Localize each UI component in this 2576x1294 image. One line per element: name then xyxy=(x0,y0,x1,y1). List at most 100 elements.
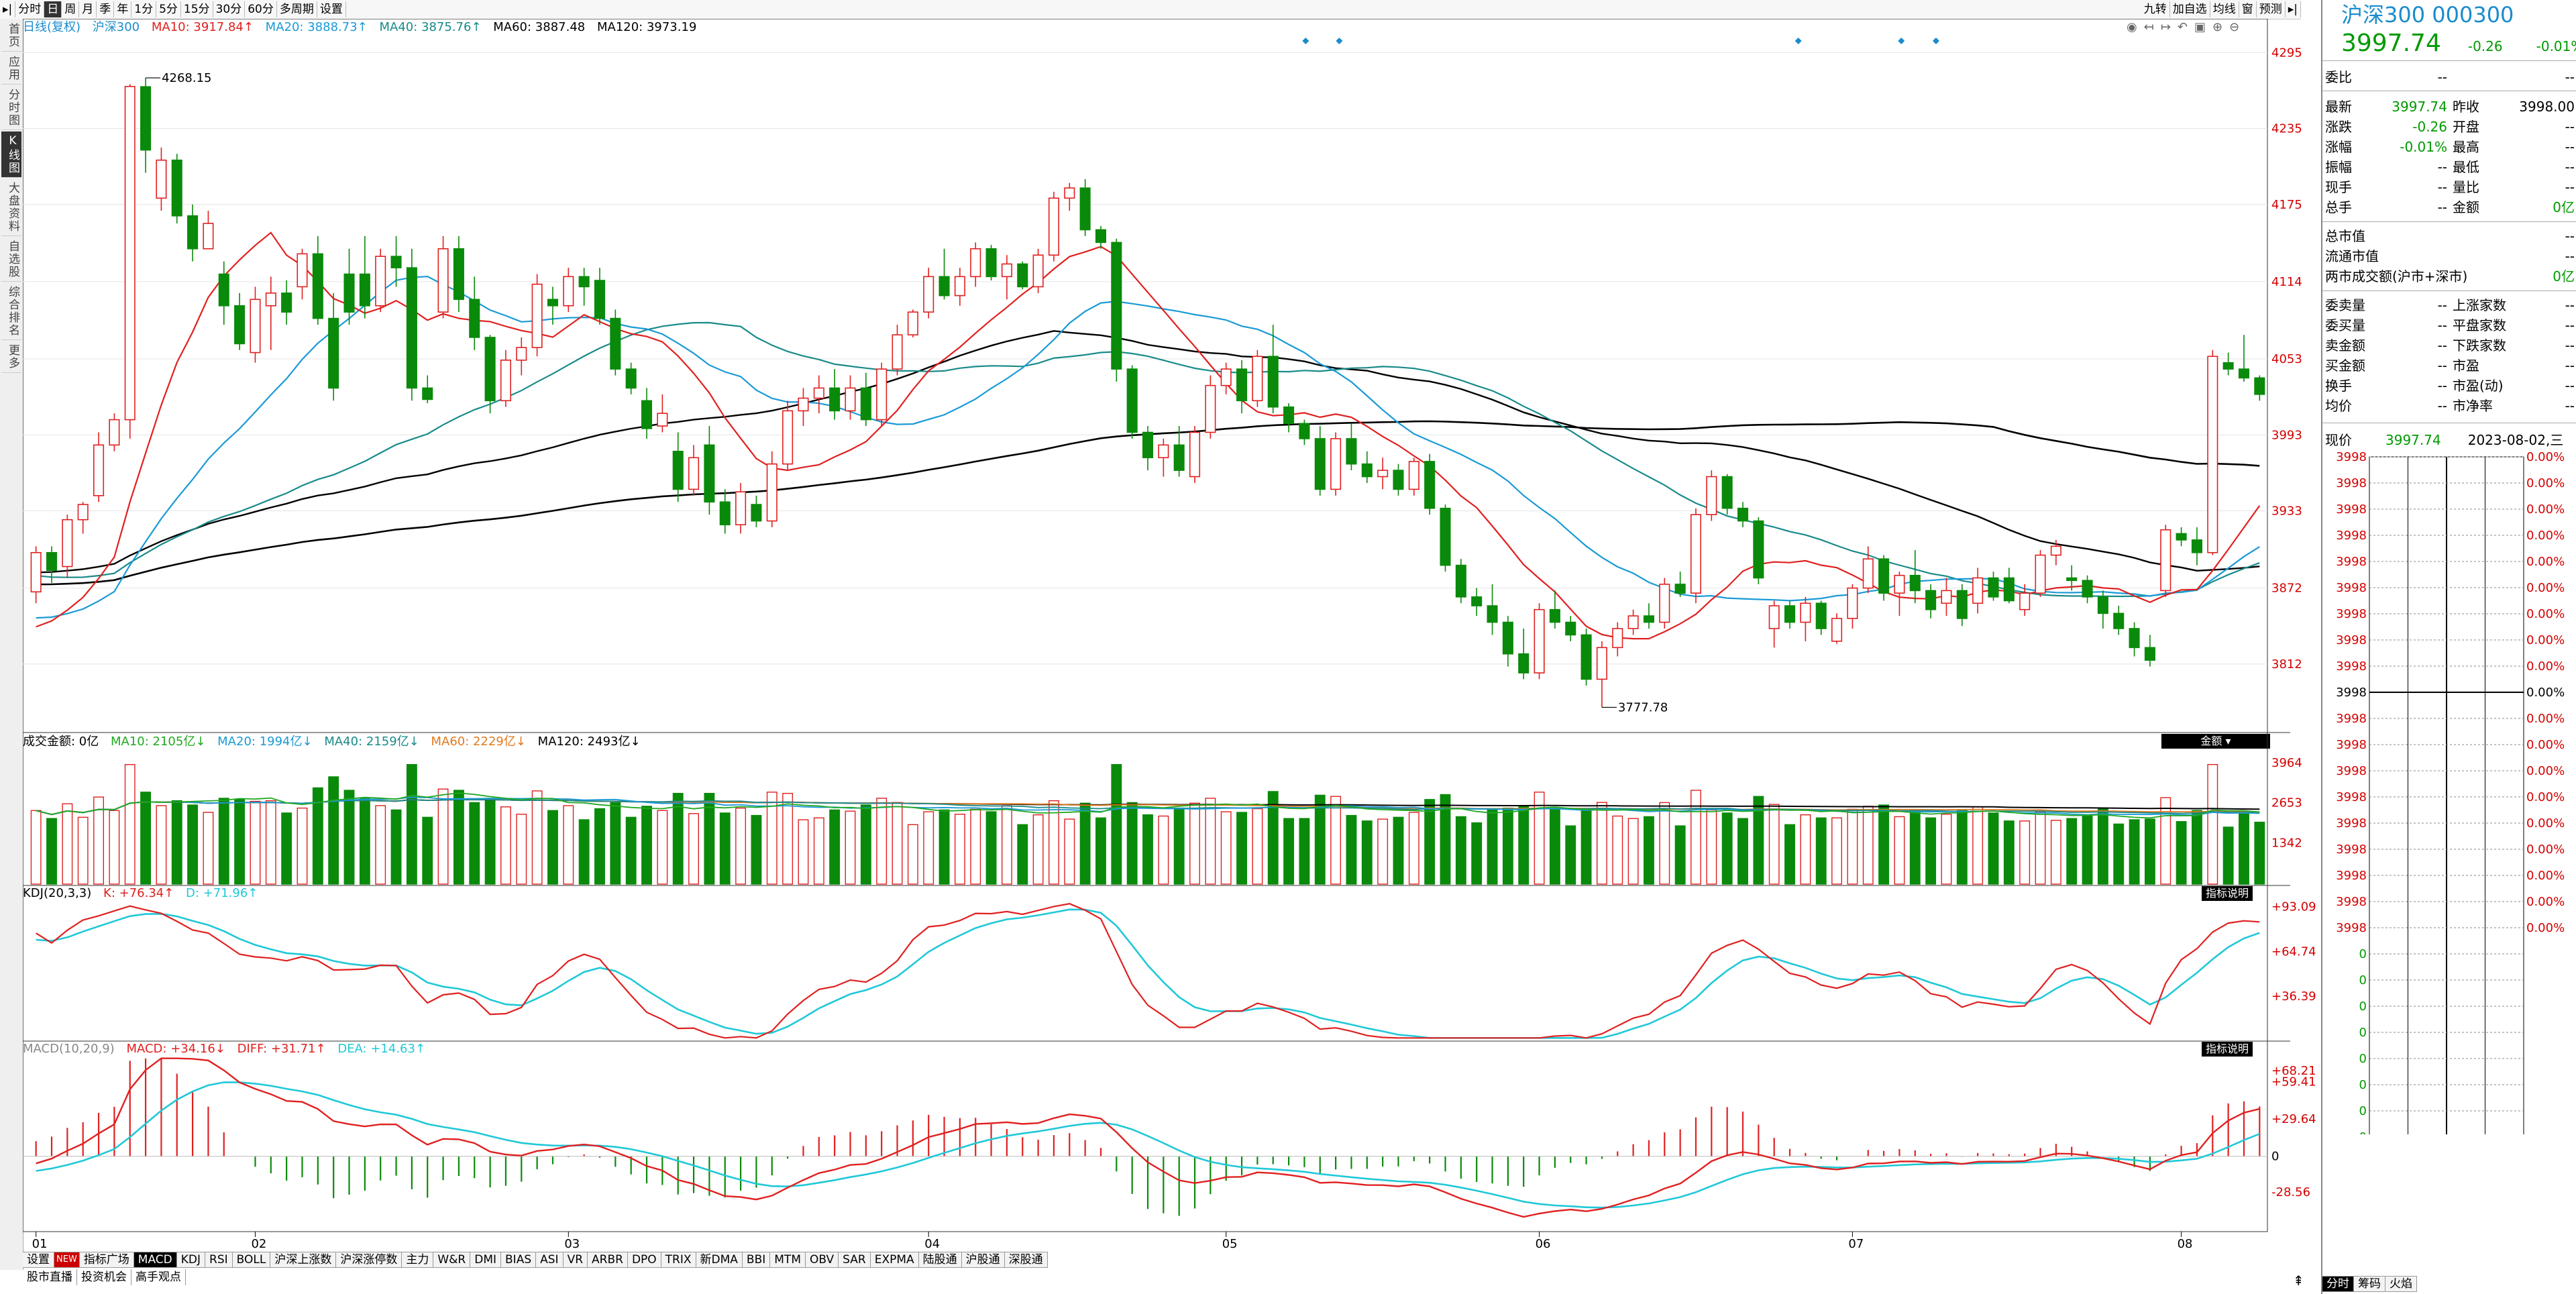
candle-body[interactable] xyxy=(845,387,856,412)
candle-body[interactable] xyxy=(93,444,105,496)
indicator-tab-11[interactable]: DMI xyxy=(470,1252,502,1268)
candle-body[interactable] xyxy=(140,86,152,151)
period-tab-9[interactable]: 30分 xyxy=(213,1,246,17)
candle-body[interactable] xyxy=(171,159,182,217)
candle-body[interactable] xyxy=(2050,545,2061,556)
candle-body[interactable] xyxy=(328,317,339,389)
candle-body[interactable] xyxy=(1252,356,1263,402)
toolbar-first-icon[interactable]: ▸| xyxy=(0,1,16,17)
candle-body[interactable] xyxy=(469,299,480,338)
candle-body[interactable] xyxy=(938,276,950,296)
volume-bar[interactable] xyxy=(876,798,888,885)
candle-body[interactable] xyxy=(1894,574,1905,594)
indicator-tab-23[interactable]: EXPMA xyxy=(870,1252,919,1268)
candle-body[interactable] xyxy=(1487,605,1498,623)
period-tab-1[interactable]: 日 xyxy=(44,1,62,17)
volume-bar[interactable] xyxy=(1205,798,1216,885)
volume-bar[interactable] xyxy=(1706,809,1717,885)
volume-bar[interactable] xyxy=(1534,792,1545,885)
volume-bar[interactable] xyxy=(218,798,229,885)
volume-bar[interactable] xyxy=(1972,806,1984,885)
volume-bar[interactable] xyxy=(1424,799,1436,885)
volume-bar[interactable] xyxy=(1314,794,1326,885)
sidebar-item-2[interactable]: 分时图 xyxy=(1,86,21,130)
candle-body[interactable] xyxy=(1925,590,1937,610)
indicator-tab-5[interactable]: RSI xyxy=(205,1252,233,1268)
volume-bar[interactable] xyxy=(140,792,152,885)
candle-body[interactable] xyxy=(1831,618,1843,642)
volume-bar[interactable] xyxy=(923,811,934,885)
volume-amount-dropdown[interactable]: 金额 ▾ xyxy=(2161,734,2270,749)
candle-body[interactable] xyxy=(1126,368,1138,433)
indicator-tab-14[interactable]: VR xyxy=(563,1252,588,1268)
volume-bar[interactable] xyxy=(2082,814,2093,885)
candle-body[interactable] xyxy=(2160,529,2171,592)
volume-bar[interactable] xyxy=(2129,819,2140,885)
indicator-tab-9[interactable]: 主力 xyxy=(402,1252,434,1268)
volume-bar[interactable] xyxy=(829,809,841,885)
indicator-tab-22[interactable]: SAR xyxy=(839,1252,871,1268)
candle-body[interactable] xyxy=(2254,377,2265,395)
volume-bar[interactable] xyxy=(578,819,590,885)
volume-bar[interactable] xyxy=(892,802,903,885)
candle-body[interactable] xyxy=(1580,634,1592,680)
candle-body[interactable] xyxy=(1784,605,1796,623)
volume-bar[interactable] xyxy=(657,810,668,885)
volume-bar[interactable] xyxy=(1471,822,1483,885)
candle-body[interactable] xyxy=(798,397,809,412)
candle-body[interactable] xyxy=(563,276,574,307)
candle-body[interactable] xyxy=(860,387,871,421)
candle-body[interactable] xyxy=(1205,384,1216,433)
candle-body[interactable] xyxy=(2207,356,2218,553)
candle-body[interactable] xyxy=(1064,187,1075,199)
volume-bar[interactable] xyxy=(375,805,386,885)
volume-bar[interactable] xyxy=(2019,820,2031,885)
volume-bar[interactable] xyxy=(1674,825,1686,885)
candle-body[interactable] xyxy=(1988,577,1999,598)
indicator-tab-12[interactable]: BIAS xyxy=(501,1252,537,1268)
volume-bar[interactable] xyxy=(328,776,339,885)
volume-bar[interactable] xyxy=(2239,813,2249,885)
period-tab-10[interactable]: 60分 xyxy=(245,1,277,17)
candle-body[interactable] xyxy=(1690,514,1702,594)
volume-bar[interactable] xyxy=(171,800,182,885)
candle-body[interactable] xyxy=(1267,356,1279,408)
event-marker-icon[interactable] xyxy=(1302,38,1309,44)
candle-body[interactable] xyxy=(1737,507,1749,522)
candle-body[interactable] xyxy=(625,368,637,389)
candle-body[interactable] xyxy=(1800,602,1811,623)
candle-body[interactable] xyxy=(1142,431,1154,459)
candle-body[interactable] xyxy=(2066,577,2078,582)
candle-body[interactable] xyxy=(610,317,621,370)
candle-body[interactable] xyxy=(1173,444,1185,471)
candle-body[interactable] xyxy=(1768,605,1780,629)
candle-body[interactable] xyxy=(2144,647,2155,661)
scroll-top-icon[interactable]: ⇞ xyxy=(2293,1273,2304,1289)
volume-bar[interactable] xyxy=(2050,820,2061,885)
volume-bar[interactable] xyxy=(954,814,965,885)
candle-body[interactable] xyxy=(547,299,559,307)
lock-icon[interactable]: ▣ xyxy=(2194,20,2206,34)
candle-body[interactable] xyxy=(735,491,747,526)
volume-bar[interactable] xyxy=(1001,805,1012,885)
candle-body[interactable] xyxy=(641,400,653,429)
candle-body[interactable] xyxy=(672,450,684,490)
volume-bar[interactable] xyxy=(1064,818,1075,885)
volume-bar[interactable] xyxy=(109,810,120,885)
volume-bar[interactable] xyxy=(46,818,57,885)
volume-bar[interactable] xyxy=(2176,821,2187,885)
indicator-tab-6[interactable]: BOLL xyxy=(232,1252,271,1268)
indicator-tab-20[interactable]: MTM xyxy=(770,1252,806,1268)
candle-body[interactable] xyxy=(1596,647,1607,680)
candle-body[interactable] xyxy=(751,504,762,522)
candle-body[interactable] xyxy=(1299,423,1310,439)
indicator-tab-15[interactable]: ARBR xyxy=(588,1252,628,1268)
volume-bar[interactable] xyxy=(156,805,167,885)
volume-bar[interactable] xyxy=(1659,802,1670,885)
undo-icon[interactable]: ↶ xyxy=(2177,20,2188,34)
candle-body[interactable] xyxy=(1941,590,1952,604)
volume-bar[interactable] xyxy=(1768,804,1780,885)
volume-bar[interactable] xyxy=(860,804,871,885)
candle-body[interactable] xyxy=(1079,187,1091,231)
candle-body[interactable] xyxy=(297,253,308,288)
